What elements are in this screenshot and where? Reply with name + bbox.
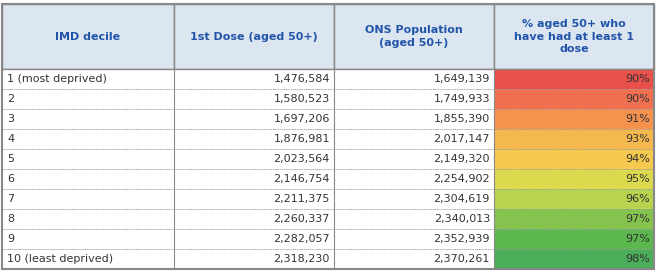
Text: 1,649,139: 1,649,139 (434, 74, 490, 84)
Text: 1,855,390: 1,855,390 (434, 114, 490, 124)
Text: 9: 9 (7, 234, 14, 244)
Text: 6: 6 (7, 174, 14, 184)
Text: IMD decile: IMD decile (55, 31, 121, 41)
Text: 97%: 97% (625, 234, 650, 244)
Text: 2,370,261: 2,370,261 (434, 254, 490, 264)
Text: 1,876,981: 1,876,981 (273, 134, 330, 144)
Text: 2,146,754: 2,146,754 (273, 174, 330, 184)
Bar (174, 69, 334, 89)
Bar (494, 69, 654, 89)
Bar (174, 229, 334, 249)
Bar (2, 149, 174, 169)
Bar (494, 169, 654, 189)
Text: 4: 4 (7, 134, 14, 144)
Text: 2,282,057: 2,282,057 (273, 234, 330, 244)
Text: 2,023,564: 2,023,564 (273, 154, 330, 164)
Bar (334, 109, 494, 129)
Text: ONS Population
(aged 50+): ONS Population (aged 50+) (365, 25, 463, 48)
Text: 98%: 98% (625, 254, 650, 264)
Bar (494, 209, 654, 229)
Bar (174, 249, 334, 269)
Bar (2, 69, 174, 89)
Bar (2, 209, 174, 229)
Text: 3: 3 (7, 114, 14, 124)
Text: 2,352,939: 2,352,939 (434, 234, 490, 244)
Bar (2, 129, 174, 149)
Text: 1,697,206: 1,697,206 (273, 114, 330, 124)
Text: 95%: 95% (625, 174, 650, 184)
Text: 2,211,375: 2,211,375 (273, 194, 330, 204)
Bar (494, 4, 654, 69)
Bar (334, 4, 494, 69)
Bar (334, 89, 494, 109)
Bar (2, 169, 174, 189)
Text: 93%: 93% (625, 134, 650, 144)
Bar (174, 149, 334, 169)
Text: 1,580,523: 1,580,523 (273, 94, 330, 104)
Bar (334, 69, 494, 89)
Bar (334, 249, 494, 269)
Bar (174, 109, 334, 129)
Text: 97%: 97% (625, 214, 650, 224)
Text: 2,340,013: 2,340,013 (434, 214, 490, 224)
Text: 91%: 91% (625, 114, 650, 124)
Bar (334, 129, 494, 149)
Bar (2, 189, 174, 209)
Text: 1,749,933: 1,749,933 (434, 94, 490, 104)
Text: 94%: 94% (625, 154, 650, 164)
Bar (2, 89, 174, 109)
Text: 2: 2 (7, 94, 14, 104)
Text: 1,476,584: 1,476,584 (273, 74, 330, 84)
Text: 2,318,230: 2,318,230 (273, 254, 330, 264)
Bar (494, 129, 654, 149)
Bar (494, 109, 654, 129)
Text: 2,254,902: 2,254,902 (434, 174, 490, 184)
Text: 2,304,619: 2,304,619 (434, 194, 490, 204)
Bar (174, 169, 334, 189)
Bar (2, 4, 174, 69)
Text: 2,149,320: 2,149,320 (434, 154, 490, 164)
Text: 5: 5 (7, 154, 14, 164)
Text: 7: 7 (7, 194, 14, 204)
Bar (2, 109, 174, 129)
Bar (494, 189, 654, 209)
Bar (174, 189, 334, 209)
Text: 90%: 90% (625, 94, 650, 104)
Text: % aged 50+ who
have had at least 1
dose: % aged 50+ who have had at least 1 dose (514, 19, 634, 54)
Bar (334, 209, 494, 229)
Text: 2,017,147: 2,017,147 (434, 134, 490, 144)
Bar (2, 249, 174, 269)
Bar (334, 229, 494, 249)
Text: 90%: 90% (625, 74, 650, 84)
Bar (334, 149, 494, 169)
Bar (334, 189, 494, 209)
Text: 2,260,337: 2,260,337 (273, 214, 330, 224)
Bar (174, 209, 334, 229)
Bar (334, 169, 494, 189)
Bar (494, 89, 654, 109)
Text: 10 (least deprived): 10 (least deprived) (7, 254, 113, 264)
Text: 1 (most deprived): 1 (most deprived) (7, 74, 107, 84)
Text: 8: 8 (7, 214, 14, 224)
Bar (174, 89, 334, 109)
Bar (174, 129, 334, 149)
Text: 96%: 96% (625, 194, 650, 204)
Bar (494, 229, 654, 249)
Bar (494, 249, 654, 269)
Text: 1st Dose (aged 50+): 1st Dose (aged 50+) (190, 31, 318, 41)
Bar (494, 149, 654, 169)
Bar (2, 229, 174, 249)
Bar (174, 4, 334, 69)
